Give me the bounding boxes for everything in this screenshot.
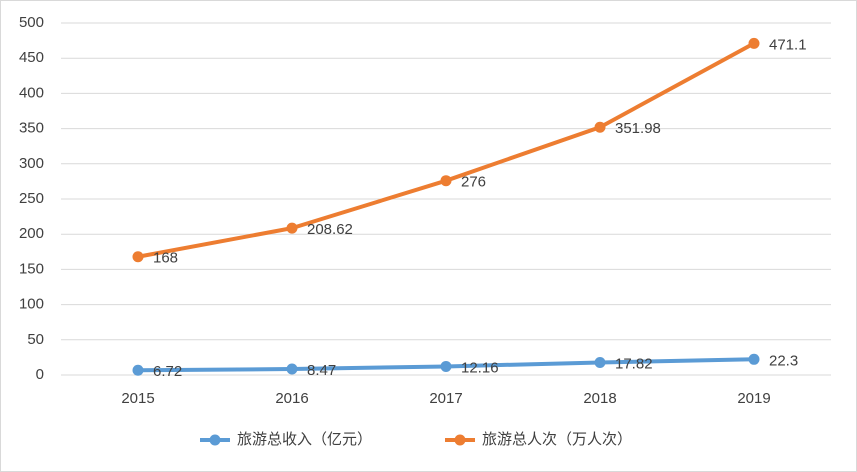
x-tick-label: 2018	[583, 390, 616, 407]
legend-marker	[454, 434, 466, 446]
data-label: 12.16	[461, 359, 499, 376]
y-tick-label: 350	[19, 120, 44, 137]
data-label: 168	[153, 250, 178, 267]
y-tick-label: 100	[19, 296, 44, 313]
x-tick-label: 2019	[737, 390, 770, 407]
legend-label: 旅游总人次（万人次）	[482, 431, 632, 448]
y-tick-label: 400	[19, 84, 44, 101]
x-tick-label: 2015	[121, 390, 154, 407]
data-point	[440, 175, 452, 187]
y-tick-label: 450	[19, 49, 44, 66]
data-point	[594, 356, 606, 368]
data-point	[594, 121, 606, 133]
data-point	[132, 251, 144, 263]
x-tick-label: 2017	[429, 390, 462, 407]
data-point	[748, 37, 760, 49]
data-label: 351.98	[615, 120, 661, 137]
data-label: 208.62	[307, 221, 353, 238]
data-point	[286, 222, 298, 234]
legend-label: 旅游总收入（亿元）	[237, 431, 372, 448]
data-label: 471.1	[769, 36, 807, 53]
y-tick-label: 150	[19, 260, 44, 277]
data-label: 276	[461, 174, 486, 191]
x-tick-label: 2016	[275, 390, 308, 407]
data-point	[748, 353, 760, 365]
data-label: 22.3	[769, 352, 798, 369]
y-tick-label: 50	[27, 331, 44, 348]
y-tick-label: 300	[19, 155, 44, 172]
y-tick-label: 200	[19, 225, 44, 242]
y-tick-label: 500	[19, 14, 44, 31]
data-point	[440, 360, 452, 372]
data-label: 17.82	[615, 355, 653, 372]
data-label: 6.72	[153, 363, 182, 380]
legend-marker	[209, 434, 221, 446]
data-point	[132, 364, 144, 376]
data-point	[286, 363, 298, 375]
y-tick-label: 0	[36, 366, 44, 383]
data-label: 8.47	[307, 362, 336, 379]
y-tick-label: 250	[19, 190, 44, 207]
